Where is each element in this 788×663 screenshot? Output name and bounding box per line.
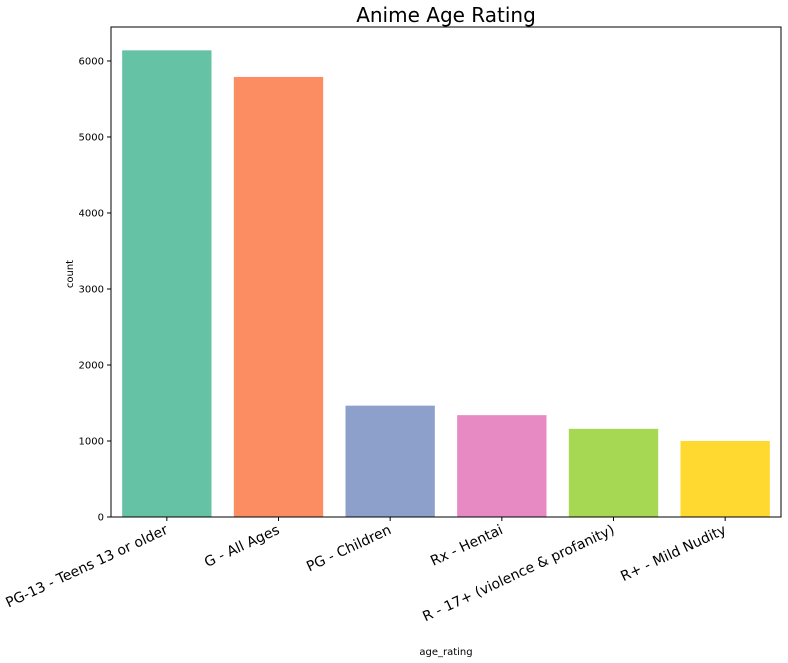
bar-4: [457, 415, 547, 517]
y-axis: 0 1000 2000 3000 4000 5000 6000: [79, 56, 111, 524]
plot-frame: [110, 26, 782, 518]
x-tick-label: R+ - Mild Nudity: [618, 522, 729, 585]
bar-3: [345, 405, 435, 517]
bar-2: [233, 76, 324, 518]
x-tick-label: G - All Ages: [202, 522, 282, 571]
bars-group: [122, 50, 770, 518]
chart-title: Anime Age Rating: [356, 3, 536, 27]
bar-5: [568, 428, 659, 517]
y-tick-label: 3000: [79, 284, 104, 295]
y-tick-label: 5000: [79, 132, 104, 143]
x-axis-label: age_rating: [419, 647, 472, 658]
y-axis-label: count: [65, 260, 76, 288]
x-tick-label: R - 17+ (violence & profanity): [420, 522, 617, 625]
x-tick-label: PG - Children: [304, 522, 394, 575]
y-tick-label: 6000: [79, 56, 104, 67]
y-tick-label: 1000: [79, 436, 104, 447]
bar-1: [122, 50, 212, 517]
x-tick-label: PG-13 - Teens 13 or older: [3, 522, 170, 611]
bar-6: [680, 440, 770, 517]
y-tick-label: 4000: [79, 208, 104, 219]
y-tick-label: 2000: [79, 360, 104, 371]
x-tick-label: Rx - Hentai: [428, 522, 505, 569]
y-tick-label: 0: [98, 513, 104, 524]
x-axis: PG-13 - Teens 13 or older G - All Ages PG …: [3, 517, 729, 625]
